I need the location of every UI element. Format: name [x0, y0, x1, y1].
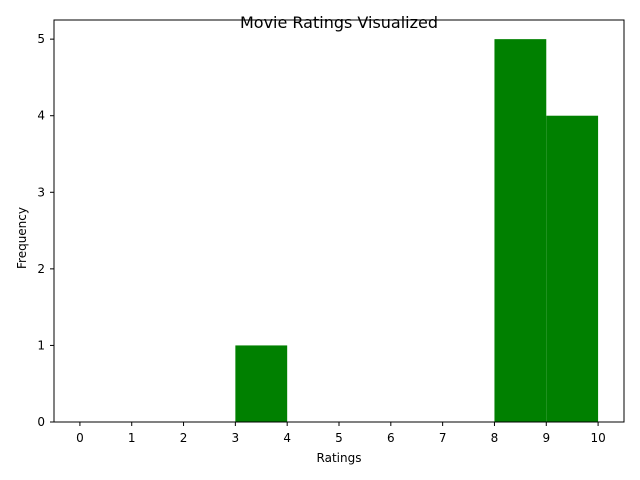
y-axis-label: Frequency [15, 207, 29, 269]
y-tick-label: 1 [37, 338, 45, 352]
histogram-bar [494, 39, 547, 423]
x-tick-label: 4 [283, 431, 291, 445]
bars-group [235, 39, 599, 423]
y-tick-label: 0 [37, 415, 45, 429]
y-tick-label: 5 [37, 32, 45, 46]
histogram-bar [235, 345, 288, 422]
x-tick-label: 7 [439, 431, 447, 445]
x-tick-label: 9 [542, 431, 550, 445]
x-tick-label: 1 [128, 431, 136, 445]
x-tick-label: 5 [335, 431, 343, 445]
x-tick-label: 2 [180, 431, 188, 445]
y-tick-label: 3 [37, 185, 45, 199]
histogram-bar [546, 115, 599, 422]
x-tick-label: 0 [76, 431, 84, 445]
x-tick-label: 10 [590, 431, 605, 445]
x-axis-ticks: 0 1 2 3 4 5 6 7 8 9 10 [76, 422, 606, 445]
y-tick-label: 4 [37, 109, 45, 123]
plot-frame [53, 19, 625, 423]
x-tick-label: 6 [387, 431, 395, 445]
x-tick-label: 8 [491, 431, 499, 445]
y-axis-ticks: 0 1 2 3 4 5 [37, 32, 54, 429]
x-axis-label: Ratings [317, 451, 362, 465]
chart-title: Movie Ratings Visualized [240, 13, 438, 32]
x-tick-label: 3 [232, 431, 240, 445]
y-tick-label: 2 [37, 262, 45, 276]
